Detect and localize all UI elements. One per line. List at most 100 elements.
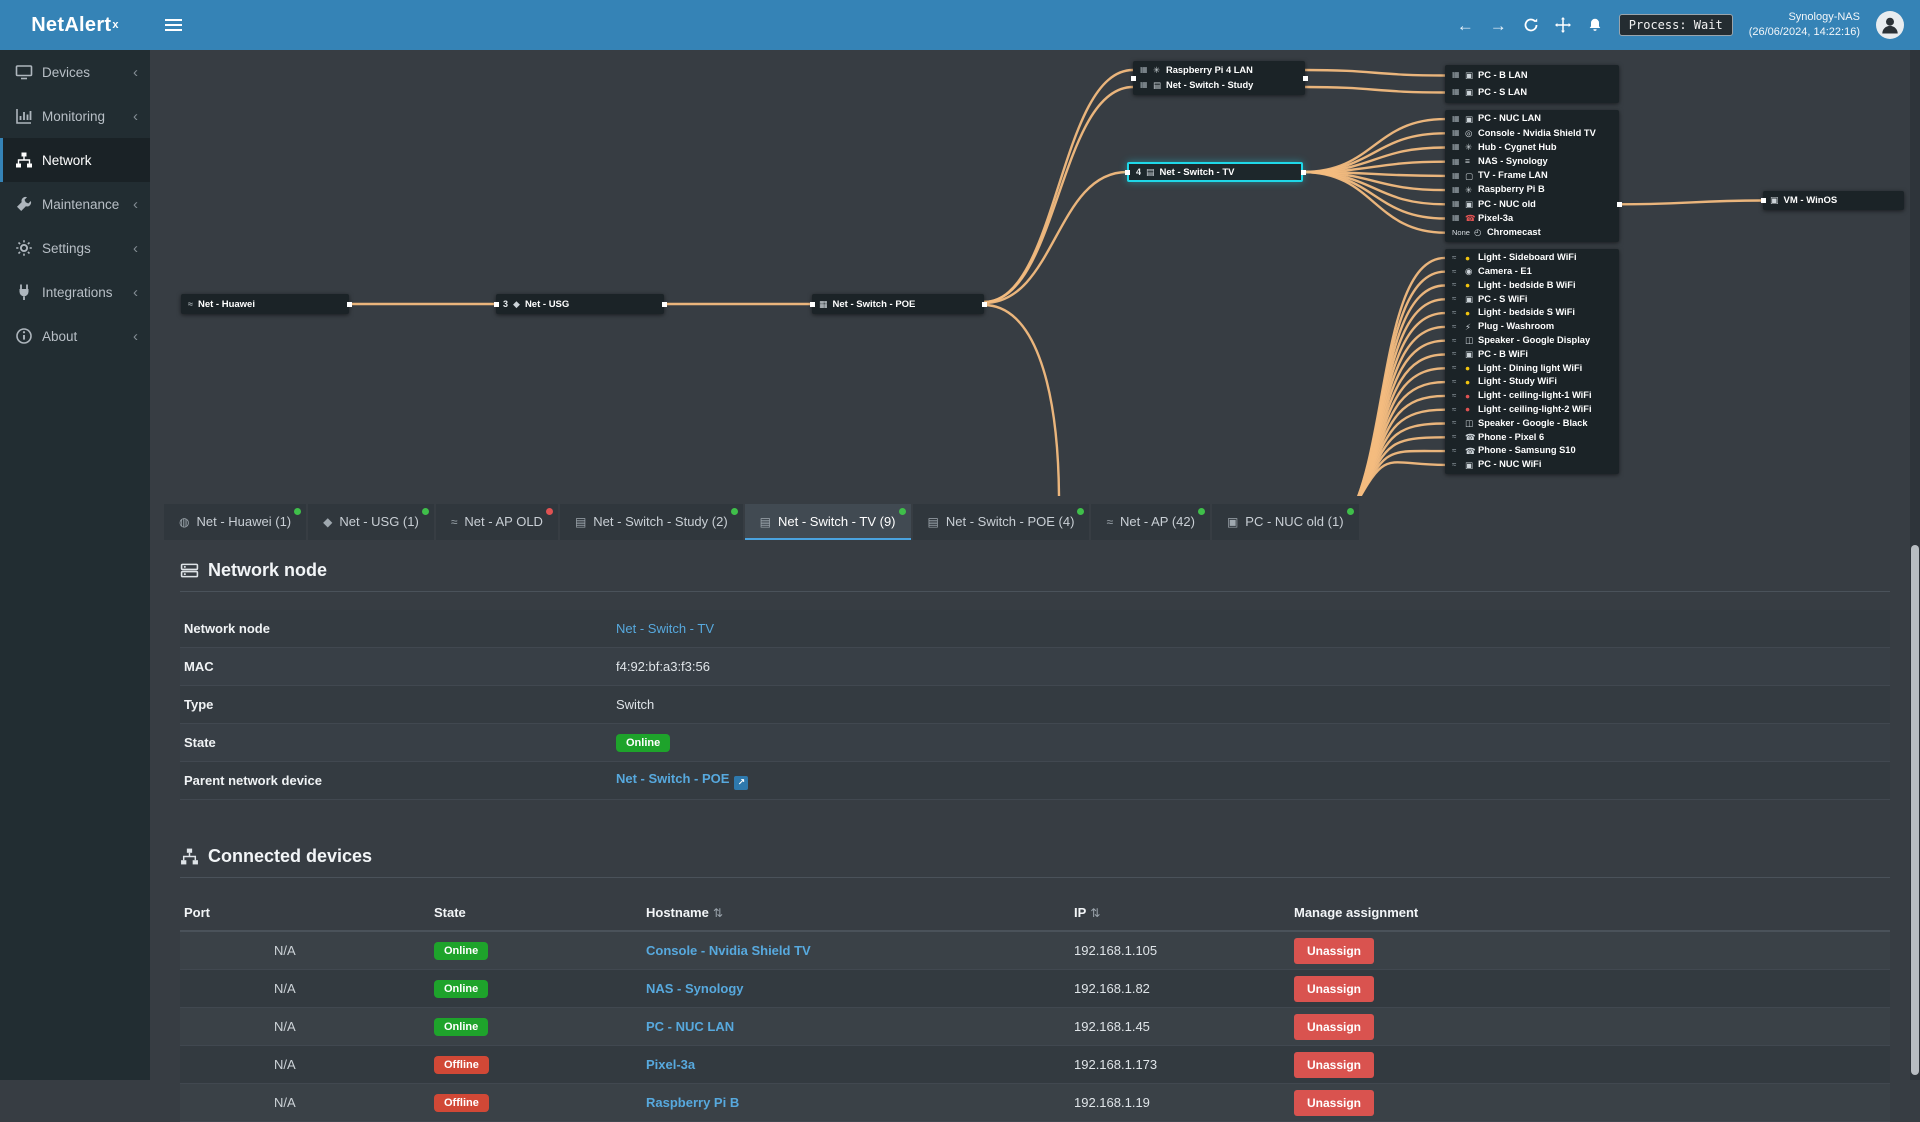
tab-net-ap-42[interactable]: ≈ Net - AP (42) xyxy=(1091,504,1210,540)
topology-device-net-switch-study[interactable]: ▦ ▤ Net - Switch - Study xyxy=(1133,80,1305,90)
tab-net-switch-poe-4[interactable]: ▤ Net - Switch - POE (4) xyxy=(912,504,1090,540)
port-label: None xyxy=(1452,227,1470,237)
topology-device-light-study-wifi[interactable]: ≈ ● Light - Study WiFi xyxy=(1445,377,1619,387)
topology-device-pc-s-wifi[interactable]: ≈ ▣ PC - S WiFi xyxy=(1445,294,1619,304)
sort-icon[interactable]: ⇅ xyxy=(1090,905,1101,920)
topology-device-pc-nuc-lan[interactable]: ▦ ▣ PC - NUC LAN xyxy=(1445,114,1619,124)
pc-icon: ▣ xyxy=(1226,514,1239,529)
topology-device-speaker-google-black[interactable]: ≈ ◫ Speaker - Google - Black xyxy=(1445,418,1619,428)
col-hostname[interactable]: Hostname ⇅ xyxy=(646,904,723,920)
unassign-button[interactable]: Unassign xyxy=(1294,1013,1375,1040)
hostname-link[interactable]: PC - NUC LAN xyxy=(646,1019,735,1034)
topology-device-phone-samsung-s10[interactable]: ≈ ☎ Phone - Samsung S10 xyxy=(1445,446,1619,456)
sidebar-item-devices[interactable]: Devices ‹ xyxy=(0,50,150,94)
sort-icon[interactable]: ⇅ xyxy=(712,905,723,920)
sidebar-item-network[interactable]: Network xyxy=(0,138,150,182)
unassign-button[interactable]: Unassign xyxy=(1294,975,1375,1002)
tab-net-huawei-1[interactable]: ◍ Net - Huawei (1) xyxy=(164,504,307,540)
topology-device-pc-s-lan[interactable]: ▦ ▣ PC - S LAN xyxy=(1445,87,1619,98)
scrollbar-thumb[interactable] xyxy=(1911,545,1919,1075)
topology-device-speaker-google-display[interactable]: ≈ ◫ Speaker - Google Display xyxy=(1445,335,1619,345)
raspberry-icon: ✳ xyxy=(1465,184,1473,195)
eth-icon: ▦ xyxy=(1452,213,1460,223)
bulb-icon: ● xyxy=(1465,280,1471,291)
tab-net-switch-tv-9[interactable]: ▤ Net - Switch - TV (9) xyxy=(744,504,911,540)
node-label: Net - Huawei xyxy=(197,298,255,310)
topology-device-hub-cygnet-hub[interactable]: ▦ ✳ Hub - Cygnet Hub xyxy=(1445,142,1619,152)
nav-forward-button[interactable]: → xyxy=(1490,17,1507,34)
user-avatar[interactable] xyxy=(1876,11,1904,39)
topology-device-camera-e1[interactable]: ≈ ◉ Camera - E1 xyxy=(1445,266,1619,276)
app-logo[interactable]: NetAlert x xyxy=(0,0,150,50)
topology-device-console-nvidia-shield-tv[interactable]: ▦ ◎ Console - Nvidia Shield TV xyxy=(1445,127,1619,138)
topology-device-tv-frame-lan[interactable]: ▦ ▢ TV - Frame LAN xyxy=(1445,170,1619,180)
parent-node-link[interactable]: Net - Switch - POE ↗ xyxy=(616,771,749,790)
topology-device-pc-b-lan[interactable]: ▦ ▣ PC - B LAN xyxy=(1445,70,1619,80)
topology-node-vm-winos[interactable]: ▣ VM - WinOS xyxy=(1763,191,1904,210)
topology-device-pixel-3a[interactable]: ▦ ☎ Pixel-3a xyxy=(1445,213,1619,223)
sidebar-item-integrations[interactable]: Integrations ‹ xyxy=(0,270,150,314)
topology-device-plug-washroom[interactable]: ≈ ⚡ Plug - Washroom xyxy=(1445,321,1619,331)
col-ip[interactable]: IP ⇅ xyxy=(1074,904,1101,920)
sidebar-item-maintenance[interactable]: Maintenance ‹ xyxy=(0,182,150,226)
hostname-link[interactable]: NAS - Synology xyxy=(646,981,744,996)
device-label: Console - Nvidia Shield TV xyxy=(1478,127,1596,138)
switch-icon: ▤ xyxy=(574,514,587,529)
topology-device-nas-synology[interactable]: ▦ ≡ NAS - Synology xyxy=(1445,156,1619,167)
app-logo-text: NetAlert xyxy=(31,13,112,36)
wifi-icon: ≈ xyxy=(450,514,458,529)
topology-device-pc-nuc-wifi[interactable]: ≈ ▣ PC - NUC WiFi xyxy=(1445,459,1619,469)
topology-device-light-ceiling-light-1-wifi[interactable]: ≈ ● Light - ceiling-light-1 WiFi xyxy=(1445,390,1619,400)
process-status-badge[interactable]: Process: Wait xyxy=(1618,14,1733,36)
notifications-button[interactable] xyxy=(1587,17,1603,33)
unassign-button[interactable]: Unassign xyxy=(1294,1089,1375,1116)
topology-node-net-switch-poe[interactable]: ▦ Net - Switch - POE xyxy=(812,294,984,314)
tab-net-switch-study-2[interactable]: ▤ Net - Switch - Study (2) xyxy=(559,504,743,540)
sidebar-item-settings[interactable]: Settings ‹ xyxy=(0,226,150,270)
table-header-row: Port State Hostname ⇅ IP ⇅ Manage assignment xyxy=(180,894,1890,932)
sidebar-item-about[interactable]: About ‹ xyxy=(0,314,150,358)
sidebar-item-label: Monitoring xyxy=(42,108,106,124)
pc-icon: ▣ xyxy=(1465,87,1474,98)
topology-device-light-ceiling-light-2-wifi[interactable]: ≈ ● Light - ceiling-light-2 WiFi xyxy=(1445,404,1619,414)
topology-device-pc-nuc-old[interactable]: ▦ ▣ PC - NUC old xyxy=(1445,199,1619,209)
topology-device-pc-b-wifi[interactable]: ≈ ▣ PC - B WiFi xyxy=(1445,349,1619,359)
nav-back-button[interactable]: ← xyxy=(1457,17,1474,34)
detail-value: Switch xyxy=(616,697,655,712)
wifi-icon: ≈ xyxy=(1452,252,1457,262)
topology-device-raspberry-pi-4-lan[interactable]: ▦ ✳ Raspberry Pi 4 LAN xyxy=(1133,65,1305,75)
unassign-button[interactable]: Unassign xyxy=(1294,937,1375,964)
hostname-link[interactable]: Console - Nvidia Shield TV xyxy=(646,943,811,958)
sidebar-item-monitoring[interactable]: Monitoring ‹ xyxy=(0,94,150,138)
hostname-link[interactable]: Raspberry Pi B xyxy=(646,1095,740,1110)
tab-label: Net - Huawei (1) xyxy=(196,514,292,529)
topology-device-phone-pixel-6[interactable]: ≈ ☎ Phone - Pixel 6 xyxy=(1445,432,1619,442)
topology-device-light-sideboard-wifi[interactable]: ≈ ● Light - Sideboard WiFi xyxy=(1445,252,1619,263)
port-badge: 3 xyxy=(503,299,509,309)
topology-device-light-bedside-s-wifi[interactable]: ≈ ● Light - bedside S WiFi xyxy=(1445,308,1619,318)
device-label: Light - Sideboard WiFi xyxy=(1478,252,1577,263)
hostname-link[interactable]: Pixel-3a xyxy=(646,1057,696,1072)
hamburger-menu-button[interactable] xyxy=(150,0,196,50)
eth-icon: ▦ xyxy=(1452,70,1460,80)
topology-device-light-bedside-b-wifi[interactable]: ≈ ● Light - bedside B WiFi xyxy=(1445,280,1619,291)
shield-icon: ◆ xyxy=(513,298,520,309)
tab-net-usg-1[interactable]: ◆ Net - USG (1) xyxy=(308,504,434,540)
topology-node-net-huawei[interactable]: ≈ Net - Huawei xyxy=(181,294,349,314)
tab-pc-nuc-old-1[interactable]: ▣ PC - NUC old (1) xyxy=(1211,504,1359,540)
network-topology-diagram[interactable]: ≈ Net - Huawei 3 ◆ Net - USG ▦ Net - Switch - … xyxy=(150,50,1920,496)
unassign-button[interactable]: Unassign xyxy=(1294,1051,1375,1078)
chevron-left-icon: ‹ xyxy=(133,63,138,81)
refresh-button[interactable] xyxy=(1523,17,1539,33)
nas-icon: ≡ xyxy=(1465,156,1470,167)
page-scrollbar[interactable] xyxy=(1910,50,1920,1080)
topology-node-net-usg[interactable]: 3 ◆ Net - USG xyxy=(496,294,664,314)
pan-move-button[interactable] xyxy=(1554,17,1571,33)
topology-device-light-dining-light-wifi[interactable]: ≈ ● Light - Dining light WiFi xyxy=(1445,363,1619,373)
topology-node-net-switch-tv[interactable]: 4 ▤ Net - Switch - TV xyxy=(1127,162,1303,182)
topology-device-raspberry-pi-b[interactable]: ▦ ✳ Raspberry Pi B xyxy=(1445,184,1619,195)
node-link[interactable]: Net - Switch - TV xyxy=(616,621,715,636)
tab-net-ap-old[interactable]: ≈ Net - AP OLD xyxy=(435,504,558,540)
topology-device-chromecast[interactable]: None ◴ Chromecast xyxy=(1445,227,1619,237)
integrations-icon xyxy=(15,283,33,301)
